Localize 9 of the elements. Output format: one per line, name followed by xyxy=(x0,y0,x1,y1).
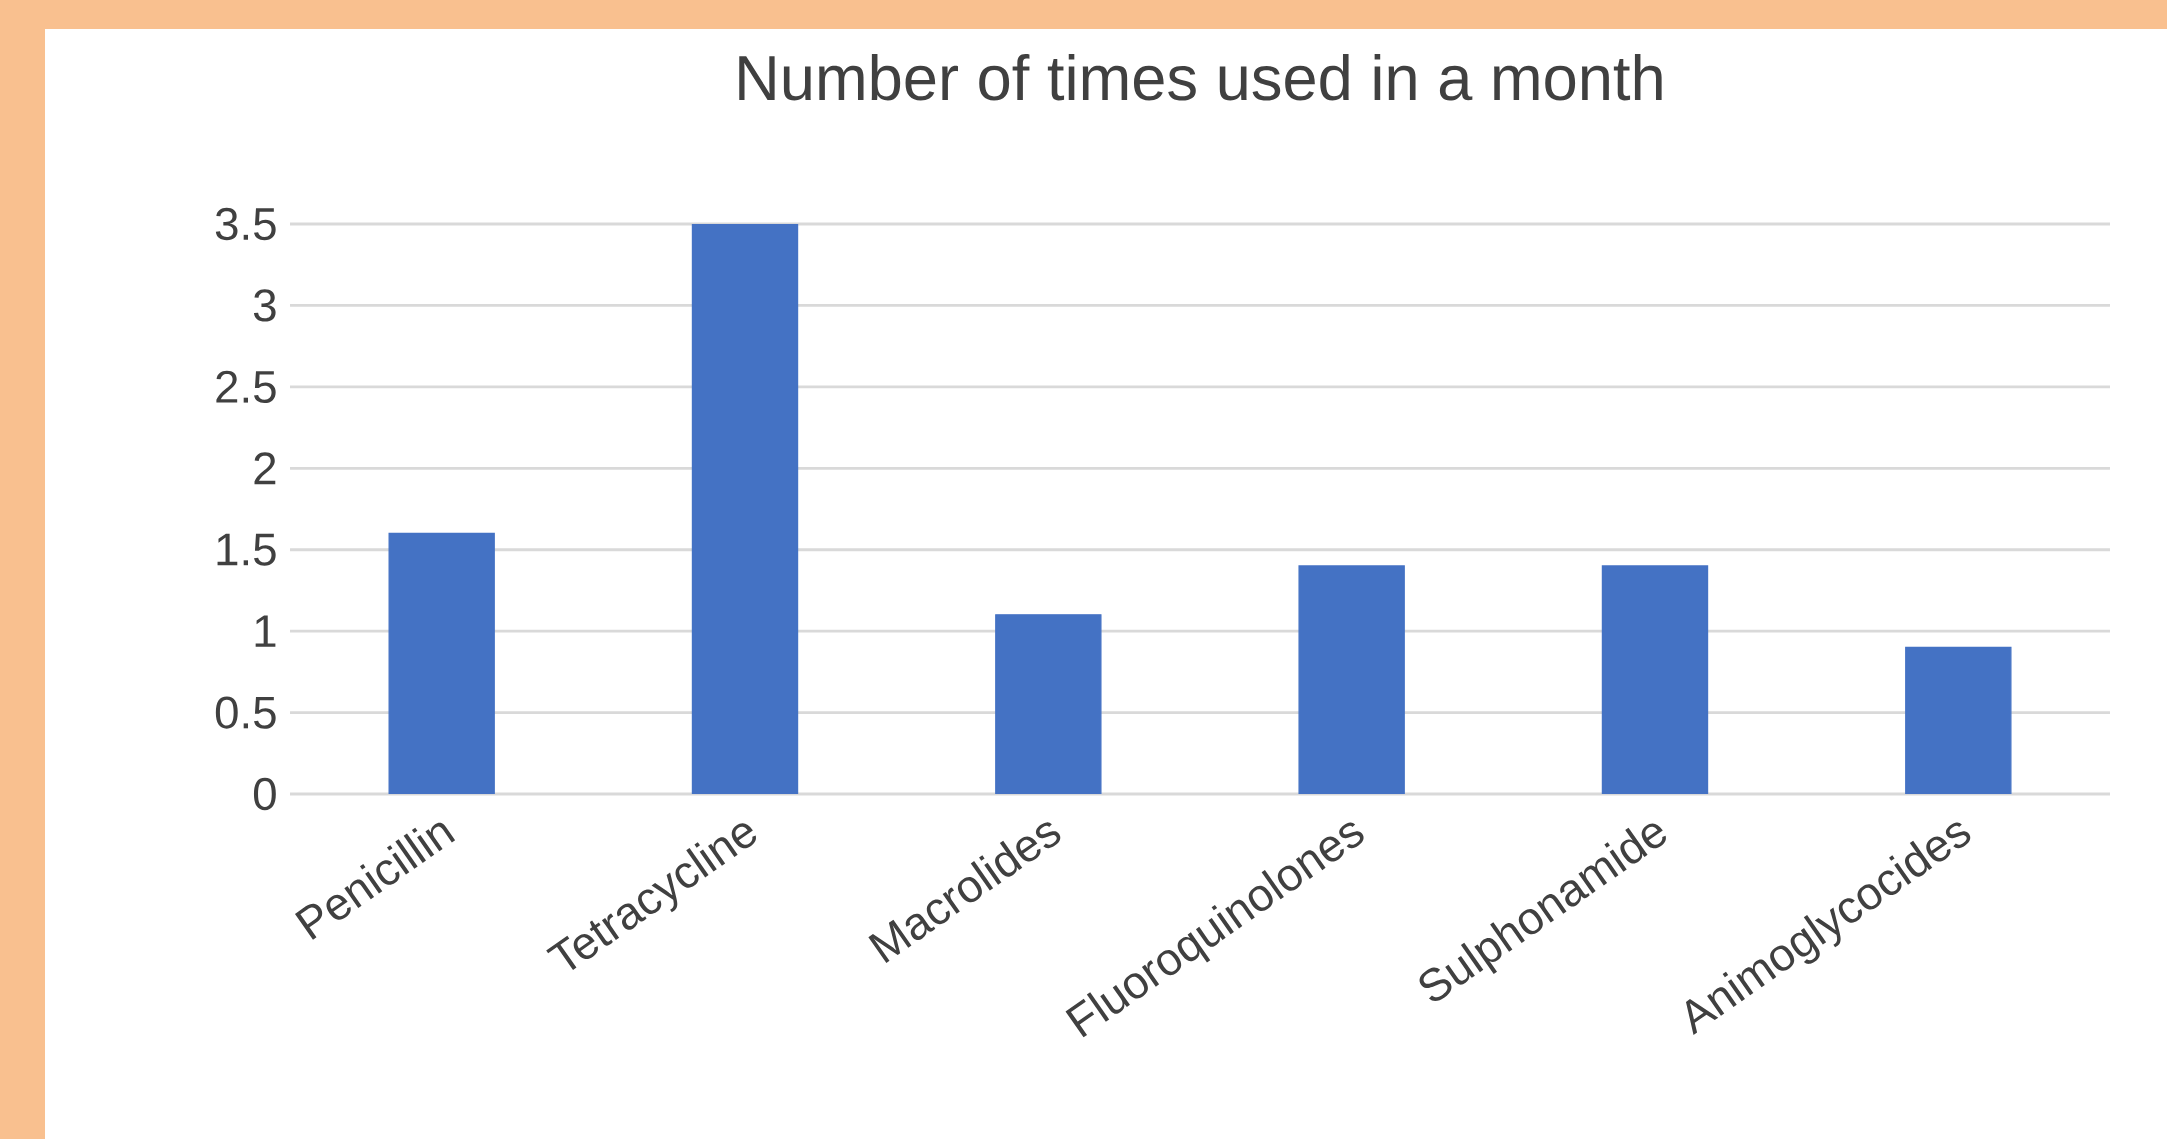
y-tick-label: 3.5 xyxy=(215,207,276,241)
y-tick-label: 0.5 xyxy=(215,696,276,729)
y-tick-label: 0 xyxy=(253,777,276,811)
y-tick-label: 3 xyxy=(253,289,276,322)
y-tick-label: 2 xyxy=(254,452,276,485)
y-tick-label: 1.5 xyxy=(217,533,276,566)
y-tick-label: 1 xyxy=(255,615,276,647)
chart-title: Number of times used in a month xyxy=(739,54,1662,101)
y-tick-label: 2.5 xyxy=(216,370,276,404)
